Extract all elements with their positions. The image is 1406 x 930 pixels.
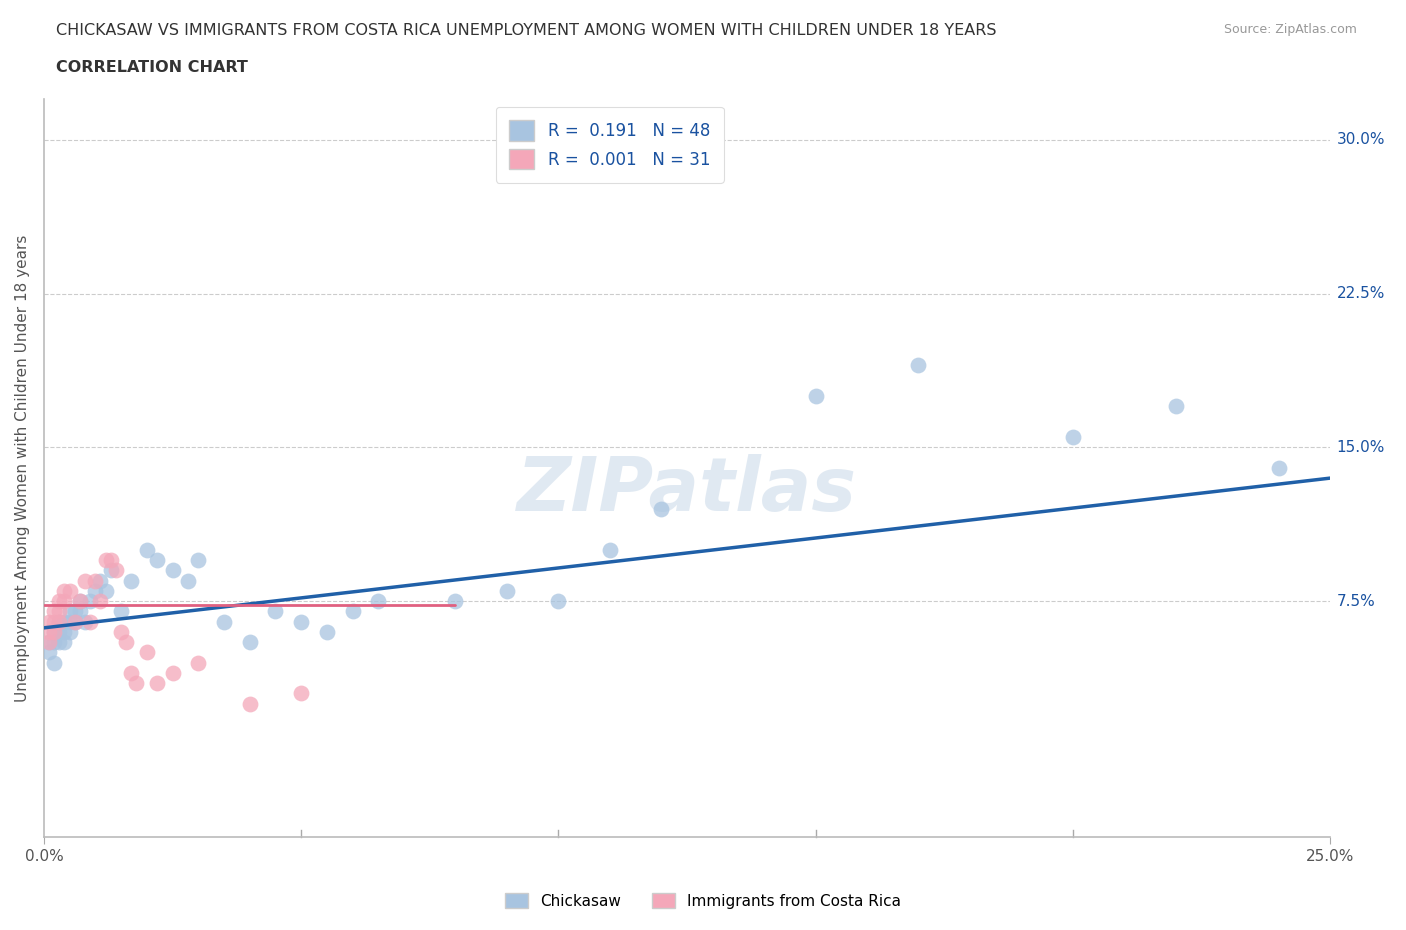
Point xyxy=(48,593,70,608)
Point xyxy=(48,614,70,629)
Point xyxy=(146,676,169,691)
Legend: R =  0.191   N = 48, R =  0.001   N = 31: R = 0.191 N = 48, R = 0.001 N = 31 xyxy=(496,107,724,182)
Point xyxy=(79,593,101,608)
Point xyxy=(110,625,132,640)
Point xyxy=(367,593,389,608)
Text: 15.0%: 15.0% xyxy=(1337,440,1385,455)
Point xyxy=(53,625,76,640)
Point xyxy=(177,573,200,588)
Point xyxy=(496,583,519,598)
Legend: Chickasaw, Immigrants from Costa Rica: Chickasaw, Immigrants from Costa Rica xyxy=(499,886,907,915)
Point xyxy=(650,501,672,516)
Point xyxy=(53,635,76,650)
Point xyxy=(444,593,467,608)
Point xyxy=(110,604,132,618)
Point xyxy=(239,635,262,650)
Point xyxy=(135,542,157,557)
Text: 7.5%: 7.5% xyxy=(1337,593,1375,608)
Text: CORRELATION CHART: CORRELATION CHART xyxy=(56,60,247,75)
Point xyxy=(290,686,312,701)
Point xyxy=(69,593,91,608)
Point xyxy=(79,614,101,629)
Point xyxy=(187,552,209,567)
Text: Source: ZipAtlas.com: Source: ZipAtlas.com xyxy=(1223,23,1357,36)
Text: 22.5%: 22.5% xyxy=(1337,286,1385,301)
Point xyxy=(44,614,66,629)
Point xyxy=(804,389,827,404)
Point xyxy=(53,614,76,629)
Point xyxy=(53,583,76,598)
Point xyxy=(187,656,209,671)
Point xyxy=(44,656,66,671)
Point xyxy=(84,583,107,598)
Point xyxy=(146,552,169,567)
Point xyxy=(89,593,111,608)
Point xyxy=(120,573,142,588)
Point xyxy=(162,563,184,578)
Point xyxy=(239,697,262,711)
Point xyxy=(63,614,86,629)
Point xyxy=(290,614,312,629)
Point xyxy=(59,604,82,618)
Point xyxy=(73,614,96,629)
Point xyxy=(94,552,117,567)
Point xyxy=(100,552,122,567)
Point xyxy=(120,666,142,681)
Point xyxy=(89,573,111,588)
Point xyxy=(264,604,287,618)
Text: CHICKASAW VS IMMIGRANTS FROM COSTA RICA UNEMPLOYMENT AMONG WOMEN WITH CHILDREN U: CHICKASAW VS IMMIGRANTS FROM COSTA RICA … xyxy=(56,23,997,38)
Point xyxy=(48,625,70,640)
Point xyxy=(342,604,364,618)
Point xyxy=(162,666,184,681)
Point xyxy=(44,604,66,618)
Point xyxy=(84,573,107,588)
Point xyxy=(115,635,138,650)
Point xyxy=(38,625,60,640)
Point xyxy=(69,604,91,618)
Point xyxy=(38,614,60,629)
Point xyxy=(53,593,76,608)
Point xyxy=(1164,399,1187,414)
Point xyxy=(48,614,70,629)
Text: 30.0%: 30.0% xyxy=(1337,132,1385,147)
Point xyxy=(44,625,66,640)
Point xyxy=(59,625,82,640)
Point xyxy=(104,563,127,578)
Point xyxy=(48,635,70,650)
Point xyxy=(59,614,82,629)
Point xyxy=(135,645,157,660)
Point xyxy=(59,583,82,598)
Point xyxy=(38,635,60,650)
Point xyxy=(38,635,60,650)
Y-axis label: Unemployment Among Women with Children Under 18 years: Unemployment Among Women with Children U… xyxy=(15,234,30,701)
Point xyxy=(48,604,70,618)
Point xyxy=(63,604,86,618)
Point xyxy=(212,614,235,629)
Point xyxy=(44,625,66,640)
Point xyxy=(38,645,60,660)
Point xyxy=(1267,460,1289,475)
Point xyxy=(315,625,337,640)
Point xyxy=(907,358,929,373)
Point xyxy=(73,573,96,588)
Point xyxy=(547,593,569,608)
Point xyxy=(599,542,621,557)
Point xyxy=(1062,430,1084,445)
Point xyxy=(100,563,122,578)
Text: ZIPatlas: ZIPatlas xyxy=(517,454,856,526)
Point xyxy=(125,676,148,691)
Point xyxy=(63,614,86,629)
Point xyxy=(94,583,117,598)
Point xyxy=(69,593,91,608)
Point xyxy=(44,635,66,650)
